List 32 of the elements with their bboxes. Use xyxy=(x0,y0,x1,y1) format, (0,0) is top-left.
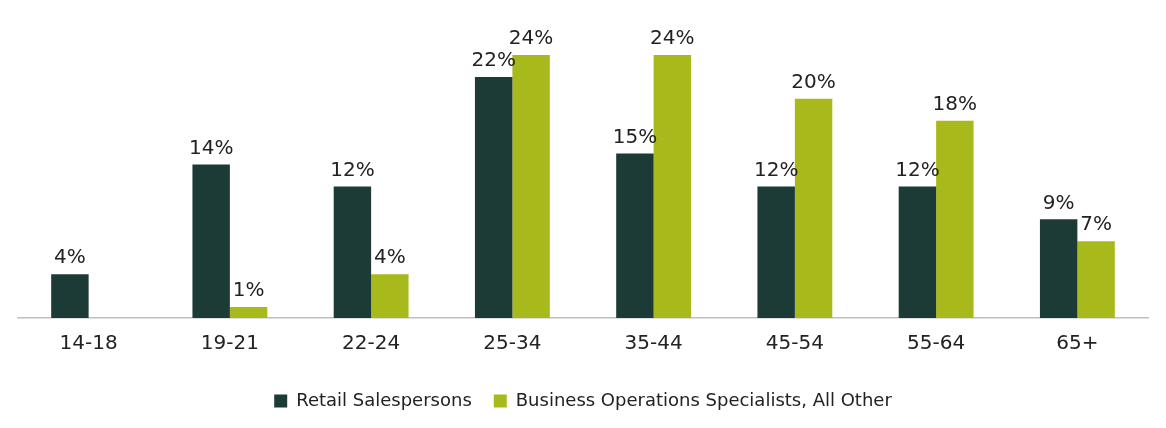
bar xyxy=(1077,241,1115,318)
legend-label: Business Operations Specialists, All Other xyxy=(515,388,893,410)
x-tick-label: 19-21 xyxy=(200,330,259,355)
bar xyxy=(898,186,937,318)
x-tick-label: 45-54 xyxy=(765,330,824,355)
data-label: 24% xyxy=(650,25,695,50)
bar xyxy=(333,186,372,318)
data-label: 9% xyxy=(1042,189,1075,214)
data-label: 18% xyxy=(932,90,978,115)
x-tick-label: 35-44 xyxy=(624,330,683,355)
bar xyxy=(1039,219,1078,318)
x-tick-label: 25-34 xyxy=(483,330,542,355)
bar xyxy=(229,307,268,318)
data-label: 4% xyxy=(54,244,86,269)
x-tick-label: 55-64 xyxy=(907,330,966,355)
x-tick-label: 22-24 xyxy=(342,330,401,355)
data-label: 7% xyxy=(1080,211,1112,236)
bar xyxy=(192,164,230,318)
data-label: 20% xyxy=(791,69,836,93)
bar xyxy=(371,274,409,318)
bar xyxy=(474,76,513,318)
data-label: 14% xyxy=(188,134,234,159)
legend-label: Retail Salespersons xyxy=(296,388,472,410)
bar xyxy=(51,274,89,318)
data-label: 1% xyxy=(232,277,265,302)
x-tick-label: 14-18 xyxy=(59,330,118,355)
x-tick-label: 65+ xyxy=(1056,330,1099,355)
data-label: 4% xyxy=(373,244,406,269)
data-label: 12% xyxy=(330,156,375,181)
bar xyxy=(757,186,795,318)
data-label: 24% xyxy=(508,25,554,50)
bar xyxy=(616,153,654,318)
